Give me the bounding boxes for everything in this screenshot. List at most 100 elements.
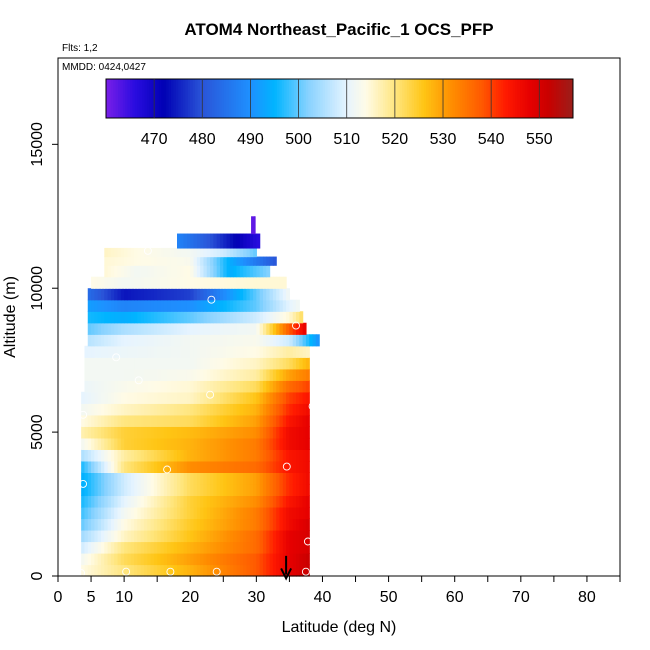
heatmap-cell bbox=[140, 460, 145, 473]
heatmap-cell bbox=[216, 233, 221, 249]
heatmap-cell bbox=[256, 506, 261, 520]
heatmap-cell bbox=[276, 334, 281, 347]
heatmap-cell bbox=[292, 483, 297, 497]
heatmap-cell bbox=[91, 380, 95, 393]
heatmap-cell bbox=[163, 368, 168, 381]
heatmap-cell bbox=[177, 288, 181, 301]
heatmap-cell bbox=[302, 460, 307, 473]
heatmap-cell bbox=[296, 368, 300, 381]
colorbar-swatch bbox=[495, 79, 499, 118]
colorbar-swatch bbox=[156, 79, 160, 118]
heatmap-cell bbox=[299, 460, 304, 473]
heatmap-cell bbox=[292, 311, 297, 324]
colorbar-swatch bbox=[488, 79, 492, 118]
heatmap-cell bbox=[296, 449, 300, 462]
heatmap-row bbox=[81, 495, 310, 508]
heatmap-cell bbox=[200, 472, 205, 485]
heatmap-cell bbox=[143, 414, 148, 427]
heatmap-cell bbox=[134, 288, 138, 301]
heatmap-cell bbox=[253, 529, 257, 543]
heatmap-cell bbox=[160, 288, 165, 301]
heatmap-cell bbox=[81, 460, 86, 473]
heatmap-cell bbox=[216, 541, 221, 554]
heatmap-cell bbox=[296, 437, 300, 450]
heatmap-row bbox=[81, 552, 310, 566]
heatmap-cell bbox=[147, 414, 152, 427]
heatmap-cell bbox=[289, 311, 294, 324]
heatmap-cell bbox=[120, 311, 125, 324]
heatmap-cell bbox=[160, 506, 165, 520]
heatmap-cell bbox=[213, 233, 218, 249]
colorbar-swatch bbox=[479, 79, 483, 118]
heatmap-cell bbox=[150, 564, 155, 577]
heatmap-cell bbox=[272, 426, 277, 439]
heatmap-cell bbox=[117, 299, 122, 312]
heatmap-cell bbox=[223, 403, 228, 416]
heatmap-cell bbox=[150, 311, 155, 324]
heatmap-cell bbox=[177, 265, 181, 278]
colorbar-swatch bbox=[108, 79, 112, 118]
heatmap-cell bbox=[117, 506, 122, 520]
heatmap-cell bbox=[167, 391, 171, 404]
heatmap-cell bbox=[173, 495, 178, 508]
heatmap-cell bbox=[279, 414, 284, 427]
heatmap-cell bbox=[210, 311, 214, 324]
colorbar-swatch bbox=[534, 79, 538, 118]
heatmap-cell bbox=[94, 334, 99, 347]
heatmap-cell bbox=[216, 460, 221, 473]
heatmap-cell bbox=[170, 495, 175, 508]
colorbar-swatch bbox=[274, 79, 278, 118]
heatmap-cell bbox=[296, 380, 300, 393]
heatmap-cell bbox=[299, 472, 304, 485]
heatmap-cell bbox=[170, 334, 175, 347]
heatmap-cell bbox=[94, 345, 99, 358]
colorbar-swatch bbox=[113, 79, 117, 118]
heatmap-cell bbox=[226, 380, 231, 393]
heatmap-cell bbox=[246, 506, 251, 520]
heatmap-cell bbox=[236, 247, 241, 258]
heatmap-cell bbox=[134, 256, 138, 266]
heatmap-cell bbox=[229, 276, 234, 289]
heatmap-cell bbox=[173, 265, 178, 278]
colorbar-swatch bbox=[313, 79, 316, 118]
heatmap-cell bbox=[163, 276, 168, 289]
colorbar-swatch bbox=[416, 79, 420, 118]
heatmap-cell bbox=[299, 380, 304, 393]
heatmap-cell bbox=[84, 391, 89, 404]
heatmap-cell bbox=[299, 483, 304, 497]
heatmap-cell bbox=[186, 380, 191, 393]
heatmap-cell bbox=[110, 552, 115, 566]
heatmap-cell bbox=[196, 288, 201, 301]
heatmap-cell bbox=[117, 495, 122, 508]
heatmap-cell bbox=[233, 334, 238, 347]
heatmap-cell bbox=[246, 391, 251, 404]
colorbar-tick-label: 530 bbox=[430, 131, 457, 148]
heatmap-cell bbox=[296, 483, 300, 497]
heatmap-cell bbox=[276, 495, 281, 508]
heatmap-cell bbox=[173, 391, 178, 404]
heatmap-cell bbox=[186, 414, 191, 427]
heatmap-cell bbox=[236, 414, 241, 427]
heatmap-cell bbox=[246, 483, 251, 497]
heatmap-cell bbox=[256, 414, 261, 427]
heatmap-cell bbox=[253, 564, 257, 577]
heatmap-cell bbox=[246, 472, 251, 485]
heatmap-cell bbox=[203, 368, 208, 381]
heatmap-cell bbox=[167, 529, 171, 543]
heatmap-cell bbox=[276, 506, 281, 520]
heatmap-cell bbox=[87, 322, 92, 335]
heatmap-cell bbox=[167, 288, 171, 301]
heatmap-cell bbox=[286, 403, 291, 416]
heatmap-cell bbox=[299, 334, 304, 347]
heatmap-cell bbox=[243, 506, 248, 520]
colorbar-swatch bbox=[459, 79, 463, 118]
heatmap-cell bbox=[110, 288, 115, 301]
heatmap-cell bbox=[236, 368, 241, 381]
heatmap-cell bbox=[183, 368, 188, 381]
heatmap-cell bbox=[183, 311, 188, 324]
heatmap-cell bbox=[266, 449, 271, 462]
heatmap-cell bbox=[97, 518, 102, 531]
heatmap-cell bbox=[130, 552, 135, 566]
heatmap-cell bbox=[157, 299, 162, 312]
heatmap-cell bbox=[239, 334, 244, 347]
